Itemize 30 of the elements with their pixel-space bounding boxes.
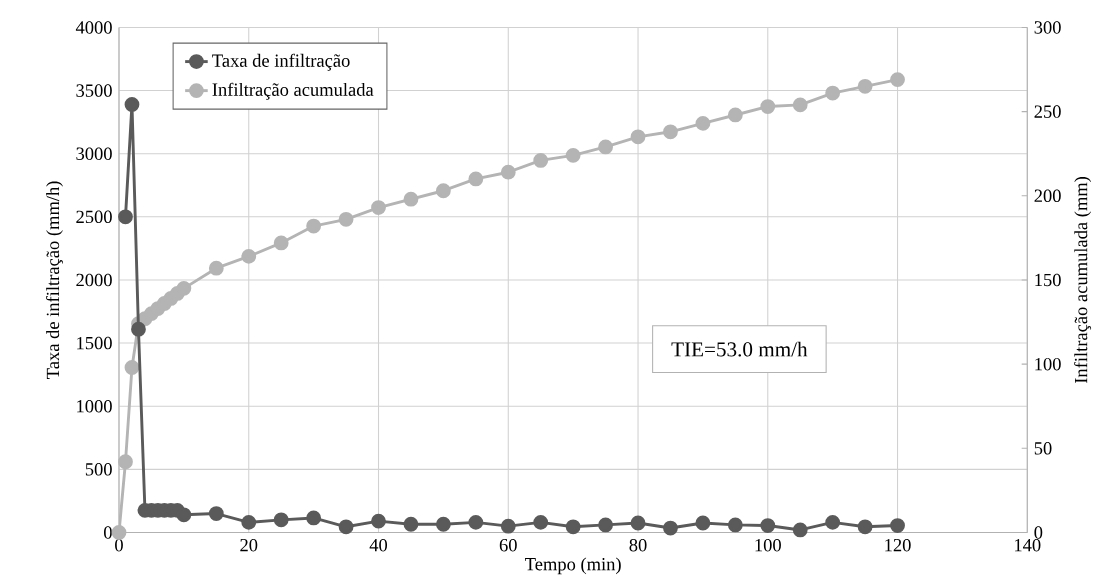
x-tick-label: 40 — [369, 538, 388, 552]
x-tick-label: 0 — [115, 538, 123, 552]
y-tick-label: 1000 — [77, 399, 112, 413]
y-axis-title: Taxa de infiltração (mm/h) — [45, 181, 63, 379]
y2-tick-label: 150 — [1035, 273, 1061, 287]
y-tick-label: 3000 — [76, 147, 112, 160]
y2-tick-label: 0 — [1034, 526, 1043, 539]
x-tick-label: 140 — [1015, 538, 1041, 552]
x-tick-label: 100 — [755, 538, 781, 552]
y-tick-label: 0 — [104, 526, 112, 539]
y2-tick-label: 200 — [1034, 189, 1061, 202]
y-tick-label: 3500 — [76, 84, 112, 97]
y2-tick-label: 250 — [1034, 105, 1061, 118]
legend-label: Infiltração acumulada — [212, 82, 374, 100]
y2-tick-label: 100 — [1035, 357, 1061, 371]
y-tick-label: 2500 — [76, 210, 112, 224]
y2-axis-title: Infiltração acumulada (mm) — [1074, 176, 1092, 384]
x-axis-title: Tempo (min) — [525, 557, 621, 575]
y2-tick-label: 50 — [1034, 442, 1052, 455]
y-tick-label: 500 — [85, 463, 112, 476]
annotation: TIE=53.0 mm/h — [671, 341, 808, 357]
x-tick-label: 120 — [885, 538, 911, 552]
y-tick-label: 4000 — [75, 21, 112, 34]
legend-label: Taxa de infiltração — [212, 53, 350, 71]
y-tick-label: 1500 — [77, 336, 112, 350]
y-tick-label: 2000 — [76, 273, 112, 287]
x-tick-label: 80 — [629, 538, 647, 552]
y2-tick-label: 300 — [1034, 21, 1061, 34]
x-tick-label: 20 — [240, 538, 258, 552]
x-tick-label: 60 — [499, 538, 517, 552]
